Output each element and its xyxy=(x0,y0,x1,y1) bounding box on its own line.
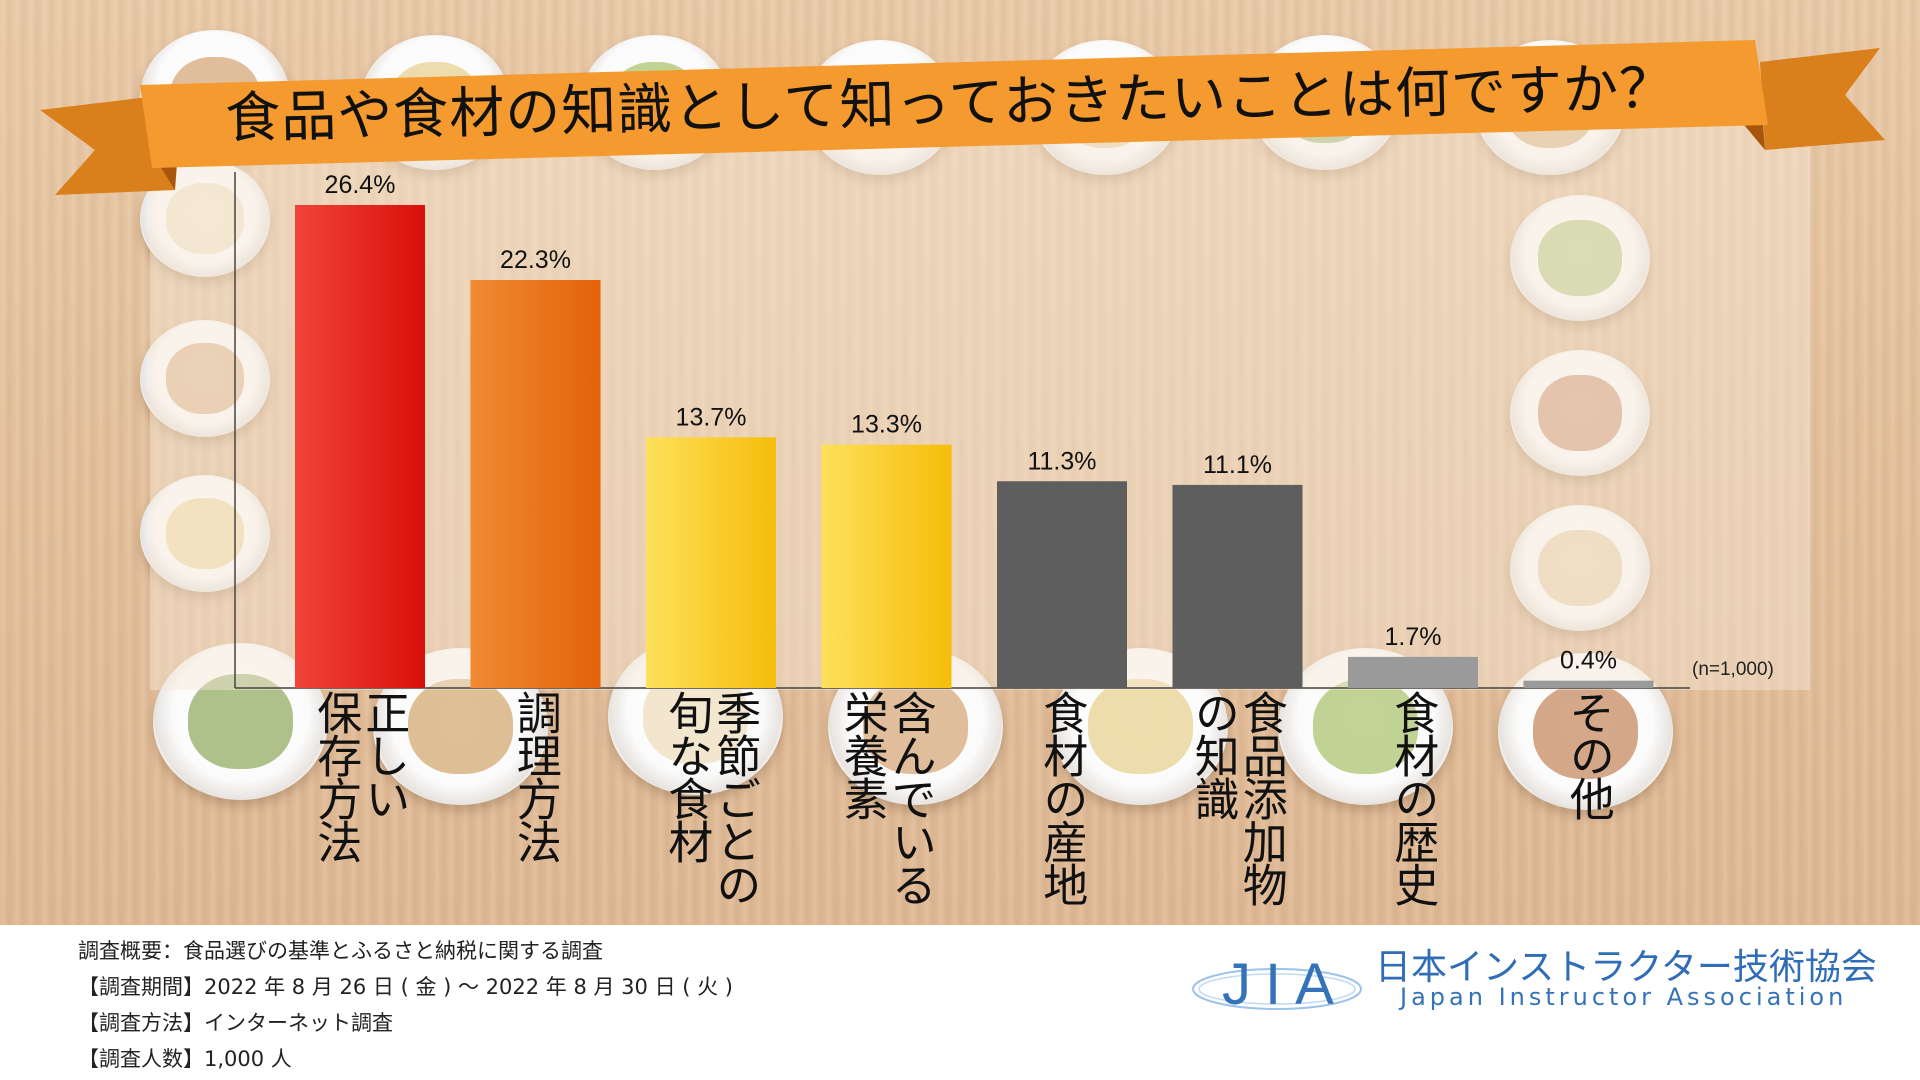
food-portion xyxy=(187,674,293,769)
bar-value-label: 11.3% xyxy=(1027,447,1096,475)
bar-value-label: 11.1% xyxy=(1203,451,1272,479)
survey-period-line: 【調査期間】2022 年 8 月 26 日 ( 金 ) ～ 2022 年 8 月… xyxy=(78,975,733,999)
category-label-column: 食材の歴史 xyxy=(1386,690,1440,905)
ribbon-right-tail xyxy=(1760,48,1885,150)
food-portion xyxy=(1312,679,1418,774)
bar-3 xyxy=(646,437,776,688)
category-label-column: の知識 xyxy=(1186,690,1240,819)
bar-value-label: 22.3% xyxy=(500,246,571,274)
food-plate xyxy=(140,475,270,592)
category-label-column: その他 xyxy=(1561,690,1615,819)
bar-5 xyxy=(997,481,1127,688)
bar-value-label: 0.4% xyxy=(1560,647,1617,675)
category-label-column: 保存方法 xyxy=(309,690,363,862)
bar-6 xyxy=(1172,484,1303,688)
ribbon-band xyxy=(140,40,1768,168)
logo-abbreviation: JIA xyxy=(1222,952,1348,1017)
category-label: 調理方法 xyxy=(508,690,562,920)
category-label-column: 食品添加物 xyxy=(1234,690,1288,905)
food-portion xyxy=(166,498,244,569)
food-plate xyxy=(1510,505,1650,631)
food-portion xyxy=(1538,220,1622,296)
sample-size-note: (n=1,000) xyxy=(1692,659,1774,680)
logo-ring-graphic xyxy=(1192,968,1362,1010)
category-label: 季節ごとの 旬な食材 xyxy=(660,690,762,920)
category-label-column: 季節ごとの xyxy=(708,690,762,905)
food-portion xyxy=(407,679,513,774)
food-portion xyxy=(1087,679,1193,774)
category-label-column: 食材の産地 xyxy=(1035,690,1089,905)
category-label-column: 調理方法 xyxy=(508,690,562,862)
category-label-column: 旬な食材 xyxy=(660,690,714,862)
bar-1 xyxy=(295,204,425,688)
survey-method-line: 【調査方法】インターネット調査 xyxy=(78,1011,393,1035)
food-portion xyxy=(1538,375,1622,451)
food-plate xyxy=(1497,652,1673,810)
ribbon-left-tail xyxy=(40,95,175,195)
category-label: その他 xyxy=(1561,690,1615,920)
food-plate xyxy=(140,320,270,437)
category-label-column: 栄養素 xyxy=(835,690,889,819)
category-label: 正しい 保存方法 xyxy=(309,690,411,920)
bar-4 xyxy=(821,444,952,688)
food-portion xyxy=(1538,530,1622,606)
food-plate xyxy=(1510,350,1650,476)
survey-count-line: 【調査人数】1,000 人 xyxy=(78,1047,292,1071)
logo-organization-name: 日本インストラクター技術協会 xyxy=(1375,947,1877,988)
food-plate xyxy=(1052,647,1228,805)
survey-summary-line: 調査概要：食品選びの基準とふるさと納税に関する調査 xyxy=(78,939,603,963)
category-label: 含んでいる 栄養素 xyxy=(835,690,937,920)
category-label-column: 含んでいる xyxy=(883,690,937,905)
food-plate xyxy=(1510,195,1650,321)
logo-english-name: Japan Instructor Association xyxy=(1400,983,1848,1011)
footer xyxy=(0,925,1920,1080)
bar-value-label: 26.4% xyxy=(325,171,396,199)
bar-value-label: 13.7% xyxy=(676,403,747,431)
category-label-column: 正しい xyxy=(357,690,411,819)
bar-value-label: 13.3% xyxy=(851,411,922,439)
category-label: 食品添加物 の知識 xyxy=(1186,690,1288,920)
food-portion xyxy=(1532,684,1638,779)
bar-7 xyxy=(1348,656,1478,688)
bar-value-label: 1.7% xyxy=(1385,623,1442,651)
category-label: 食材の歴史 xyxy=(1386,690,1440,920)
bar-chart: 26.4% 22.3% 13.7% 13.3% 11.3% 11.1% 1.7% 0.4% xyxy=(234,171,1690,689)
food-portion xyxy=(166,343,244,414)
food-portion xyxy=(166,183,244,254)
category-label: 食材の産地 xyxy=(1035,690,1089,920)
bar-2 xyxy=(470,279,601,688)
title-ribbon xyxy=(40,40,1885,195)
bar-8 xyxy=(1523,680,1654,688)
food-portion xyxy=(862,679,968,774)
